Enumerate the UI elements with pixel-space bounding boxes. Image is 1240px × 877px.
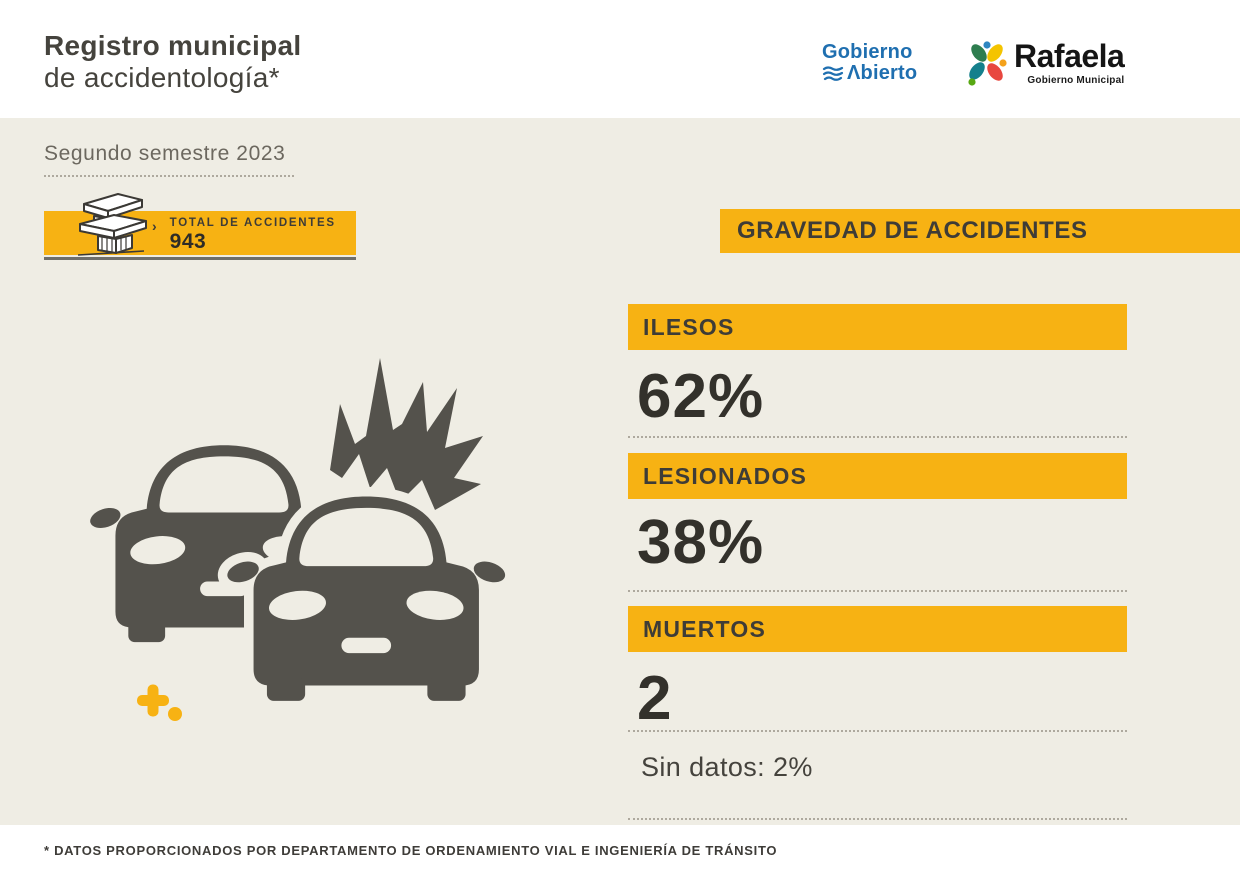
rafaela-logo: Rafaela Gobierno Municipal bbox=[964, 38, 1125, 88]
footer: * DATOS PROPORCIONADOS POR DEPARTAMENTO … bbox=[0, 825, 1240, 877]
gobierno-abierto-line1: Gobierno bbox=[822, 41, 913, 63]
stat-value-ilesos: 62% bbox=[637, 362, 765, 431]
stats-column: ILESOS 62% LESIONADOS 38% MUERTOS 2 Sin … bbox=[628, 0, 1127, 877]
waves-icon bbox=[822, 65, 844, 81]
dotted-divider bbox=[628, 818, 1127, 820]
footer-disclaimer: * DATOS PROPORCIONADOS POR DEPARTAMENTO … bbox=[44, 843, 778, 858]
municipal-building-icon bbox=[77, 193, 147, 256]
dotted-divider bbox=[628, 436, 1127, 438]
car-crash-illustration bbox=[83, 348, 515, 740]
dotted-divider bbox=[628, 730, 1127, 732]
total-accidents-badge: › TOTAL DE ACCIDENTES 943 bbox=[44, 193, 356, 256]
chevron-right-icon: › bbox=[152, 218, 157, 234]
rafaela-flower-icon bbox=[968, 41, 1007, 86]
page-title-line1: Registro municipal bbox=[44, 30, 302, 61]
no-data-label: Sin datos: 2% bbox=[641, 752, 813, 782]
page-title: Registro municipal de accidentología* bbox=[44, 30, 301, 95]
dotted-divider bbox=[628, 590, 1127, 592]
section-title-banner: GRAVEDAD DE ACCIDENTES bbox=[720, 209, 1240, 253]
gobierno-abierto-logo: Gobierno Λbierto bbox=[822, 42, 917, 84]
header: Registro municipal de accidentología* Go… bbox=[0, 0, 1240, 118]
page-title-line2: de accidentología* bbox=[44, 62, 280, 94]
rafaela-name: Rafaela bbox=[1014, 38, 1125, 74]
stat-value-lesionados: 38% bbox=[637, 508, 765, 577]
badge-underline bbox=[44, 257, 356, 260]
stat-band-ilesos: ILESOS bbox=[628, 304, 1127, 350]
rafaela-subtitle: Gobierno Municipal bbox=[1027, 75, 1125, 86]
total-accidents-label: TOTAL DE ACCIDENTES bbox=[169, 217, 336, 229]
stat-value-muertos: 2 bbox=[637, 664, 673, 733]
car-crash-icon bbox=[87, 358, 515, 721]
period-label: Segundo semestre 2023 bbox=[44, 142, 294, 177]
gobierno-abierto-line2: Λbierto bbox=[847, 62, 918, 84]
crash-star-icon bbox=[330, 358, 483, 510]
stat-band-muertos: MUERTOS bbox=[628, 606, 1127, 652]
plus-accent-icon bbox=[137, 684, 182, 721]
stat-band-lesionados: LESIONADOS bbox=[628, 453, 1127, 499]
total-accidents-value: 943 bbox=[169, 230, 207, 253]
